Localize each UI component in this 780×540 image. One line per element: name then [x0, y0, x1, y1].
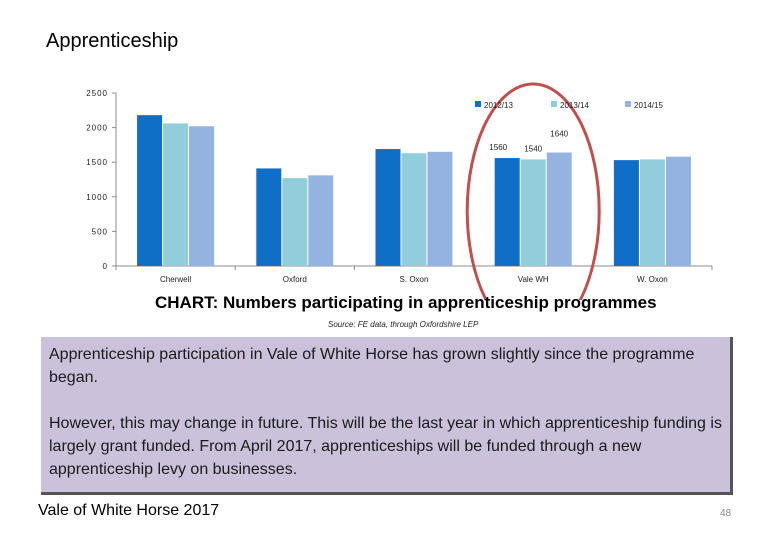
summary-paragraph-1: Apprenticeship participation in Vale of …: [49, 346, 695, 386]
y-tick-label: 1500: [86, 158, 108, 167]
bar-2012-13-woxon: [613, 160, 639, 266]
bar-2013-14-oxford: [282, 178, 308, 266]
x-tick-label: W. Oxon: [637, 275, 668, 284]
bar-2012-13-oxford: [256, 168, 282, 266]
x-tick-label: S. Oxon: [400, 275, 429, 284]
bar-2012-13-cherwell: [137, 115, 163, 266]
y-tick-label: 2500: [86, 89, 108, 98]
bar-2014-15-cherwell: [189, 126, 215, 266]
summary-text-box: Apprenticeship participation in Vale of …: [41, 337, 733, 495]
legend-swatch: [475, 101, 481, 107]
bar-2013-14-woxon: [639, 159, 665, 266]
y-tick-label: 0: [103, 262, 108, 271]
bar-2014-15-woxon: [665, 156, 691, 266]
y-tick-label: 500: [92, 227, 108, 236]
legend-swatch: [551, 101, 557, 107]
highlight-ellipse: [465, 82, 601, 300]
chart-heading: CHART: Numbers participating in apprenti…: [155, 293, 657, 312]
data-label: 1540: [524, 144, 542, 153]
y-tick-label: 1000: [86, 193, 108, 202]
chart-source: Source: FE data, through Oxfordshire LEP: [328, 320, 479, 329]
x-tick-label: Cherwell: [160, 275, 191, 284]
legend-label: 2013/14: [560, 101, 589, 110]
bar-2013-14-cherwell: [163, 123, 189, 266]
summary-paragraph-2: However, this may change in future. This…: [49, 415, 722, 478]
page-title: Apprenticeship: [46, 30, 179, 52]
footer-label: Vale of White Horse 2017: [38, 502, 220, 519]
y-tick-label: 2000: [86, 124, 108, 133]
x-tick-label: Oxford: [283, 275, 307, 284]
legend-label: 2014/15: [634, 101, 663, 110]
data-label: 1640: [550, 130, 568, 139]
bar-chart: 0 500 1000 1500 2000 2500 Cherwell Oxford S. Oxo…: [86, 82, 713, 300]
bar-2012-13-soxon: [375, 149, 401, 266]
legend-swatch: [625, 101, 631, 107]
bar-2013-14-valewh: [520, 159, 546, 266]
data-label: 1560: [489, 143, 507, 152]
bar-2014-15-valewh: [546, 152, 572, 266]
bar-2012-13-valewh: [494, 158, 520, 266]
bar-2014-15-soxon: [427, 151, 453, 266]
legend-label: 2012/13: [484, 101, 513, 110]
bar-2014-15-oxford: [308, 175, 334, 266]
page-number: 48: [720, 508, 732, 519]
bar-2013-14-soxon: [401, 153, 427, 266]
x-tick-label: Vale WH: [518, 275, 549, 284]
